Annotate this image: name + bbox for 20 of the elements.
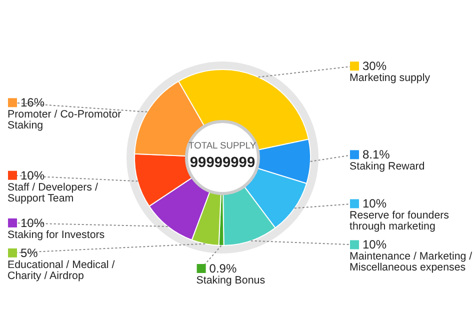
legend-label: Promoter / Co-Promotor Staking: [8, 108, 122, 132]
data-label: 5%: [20, 246, 38, 260]
data-label: 8.1%: [362, 148, 390, 162]
legend-label: Educational / Medical / Charity / Airdrop: [8, 258, 115, 282]
text: 99999999: [190, 155, 256, 171]
legend-label: Reserve for founders through marketing: [350, 210, 450, 233]
legend-label: Marketing supply: [350, 72, 431, 84]
data-label: 0.9%: [209, 262, 237, 276]
legend-label: Staff / Developers / Support Team: [8, 181, 98, 204]
legend-label: Maintenance / Marketing / Miscellaneous expenses: [350, 250, 472, 274]
data-label: 10%: [20, 168, 45, 182]
data-label: 16%: [20, 96, 45, 110]
legend-label: Staking for Investors: [8, 228, 105, 241]
data-label: 30%: [362, 59, 387, 74]
legend-label: Staking Reward: [350, 160, 425, 173]
legend-label: Staking Bonus: [196, 274, 266, 286]
data-label: 10%: [20, 216, 45, 230]
data-label: 10%: [362, 238, 387, 252]
data-label: 10%: [362, 196, 387, 211]
text: TOTAL SUPPLY: [188, 140, 257, 150]
